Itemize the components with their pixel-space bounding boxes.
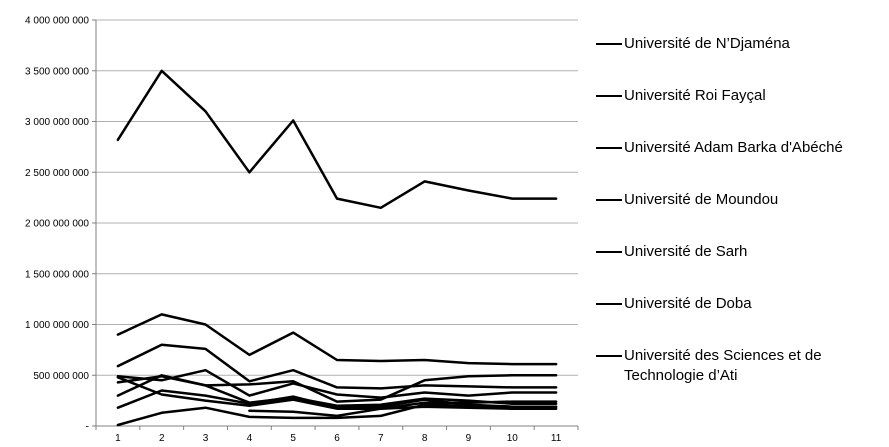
y-tick-label: 1 000 000 000: [25, 320, 89, 331]
legend-swatch: [596, 147, 622, 149]
legend-swatch: [596, 355, 622, 357]
series-line-2: [116, 313, 558, 366]
x-tick-label: 11: [551, 433, 562, 444]
series-line-3: [116, 343, 558, 390]
x-tick-label: 8: [422, 433, 428, 444]
x-axis-tick-labels: 1 2 3 4 5 6 7 8 9 10 11: [115, 433, 562, 444]
series-line-10: [248, 405, 558, 418]
x-tick-label: 3: [203, 433, 209, 444]
y-tick-label: 2 000 000 000: [25, 219, 89, 230]
x-tick-label: 6: [334, 433, 340, 444]
legend-swatch: [596, 251, 622, 253]
y-tick-label: 500 000 000: [33, 371, 89, 382]
y-tick-label: 4 000 000 000: [25, 16, 89, 27]
series-line-4: [116, 368, 558, 399]
y-tick-label: 3 500 000 000: [25, 66, 89, 77]
axes: [95, 20, 579, 430]
legend-item-3: Université Adam Barka d'Abéché: [596, 138, 884, 158]
y-tick-label: 2 500 000 000: [25, 168, 89, 179]
legend-label: Université de N’Djaména: [624, 35, 790, 52]
y-tick-label: 3 000 000 000: [25, 117, 89, 128]
series-lines: [116, 69, 558, 427]
legend-label: Université de Doba: [624, 295, 752, 312]
legend-label: Université Roi Fayçal: [624, 87, 766, 104]
x-tick-label: 4: [247, 433, 253, 444]
legend-item-5: Université de Sarh: [596, 242, 884, 262]
legend-item-4: Université de Moundou: [596, 190, 884, 210]
legend-swatch: [596, 95, 622, 97]
series-line-1: [116, 69, 558, 210]
legend-item-6: Université de Doba: [596, 294, 884, 314]
x-tick-label: 9: [466, 433, 472, 444]
x-tick-label: 10: [507, 433, 519, 444]
legend-item-2: Université Roi Fayçal: [596, 86, 884, 106]
y-axis-tick-labels: - 500 000 000 1 000 000 000 1 500 000 000 2 …: [25, 16, 89, 433]
y-tick-label: 1 500 000 000: [25, 269, 89, 280]
x-tick-label: 1: [115, 433, 121, 444]
x-tick-label: 2: [159, 433, 165, 444]
legend-label: Université de Moundou: [624, 191, 779, 208]
grid-lines: [92, 19, 578, 427]
x-tick-label: 5: [290, 433, 296, 444]
legend-label: Université des Sciences et de Technologi…: [624, 347, 822, 384]
legend-label: Université de Sarh: [624, 243, 748, 260]
series-line-9: [116, 376, 558, 410]
y-tick-label: -: [86, 422, 89, 433]
x-tick-label: 7: [378, 433, 384, 444]
legend-item-7: Université des Sciences et de Technologi…: [596, 346, 884, 386]
series-line-8: [116, 403, 558, 427]
legend-item-1: Université de N’Djaména: [596, 34, 884, 54]
legend-swatch: [596, 43, 622, 45]
legend-swatch: [596, 303, 622, 305]
legend-label: Université Adam Barka d'Abéché: [624, 139, 843, 156]
legend-swatch: [596, 199, 622, 201]
